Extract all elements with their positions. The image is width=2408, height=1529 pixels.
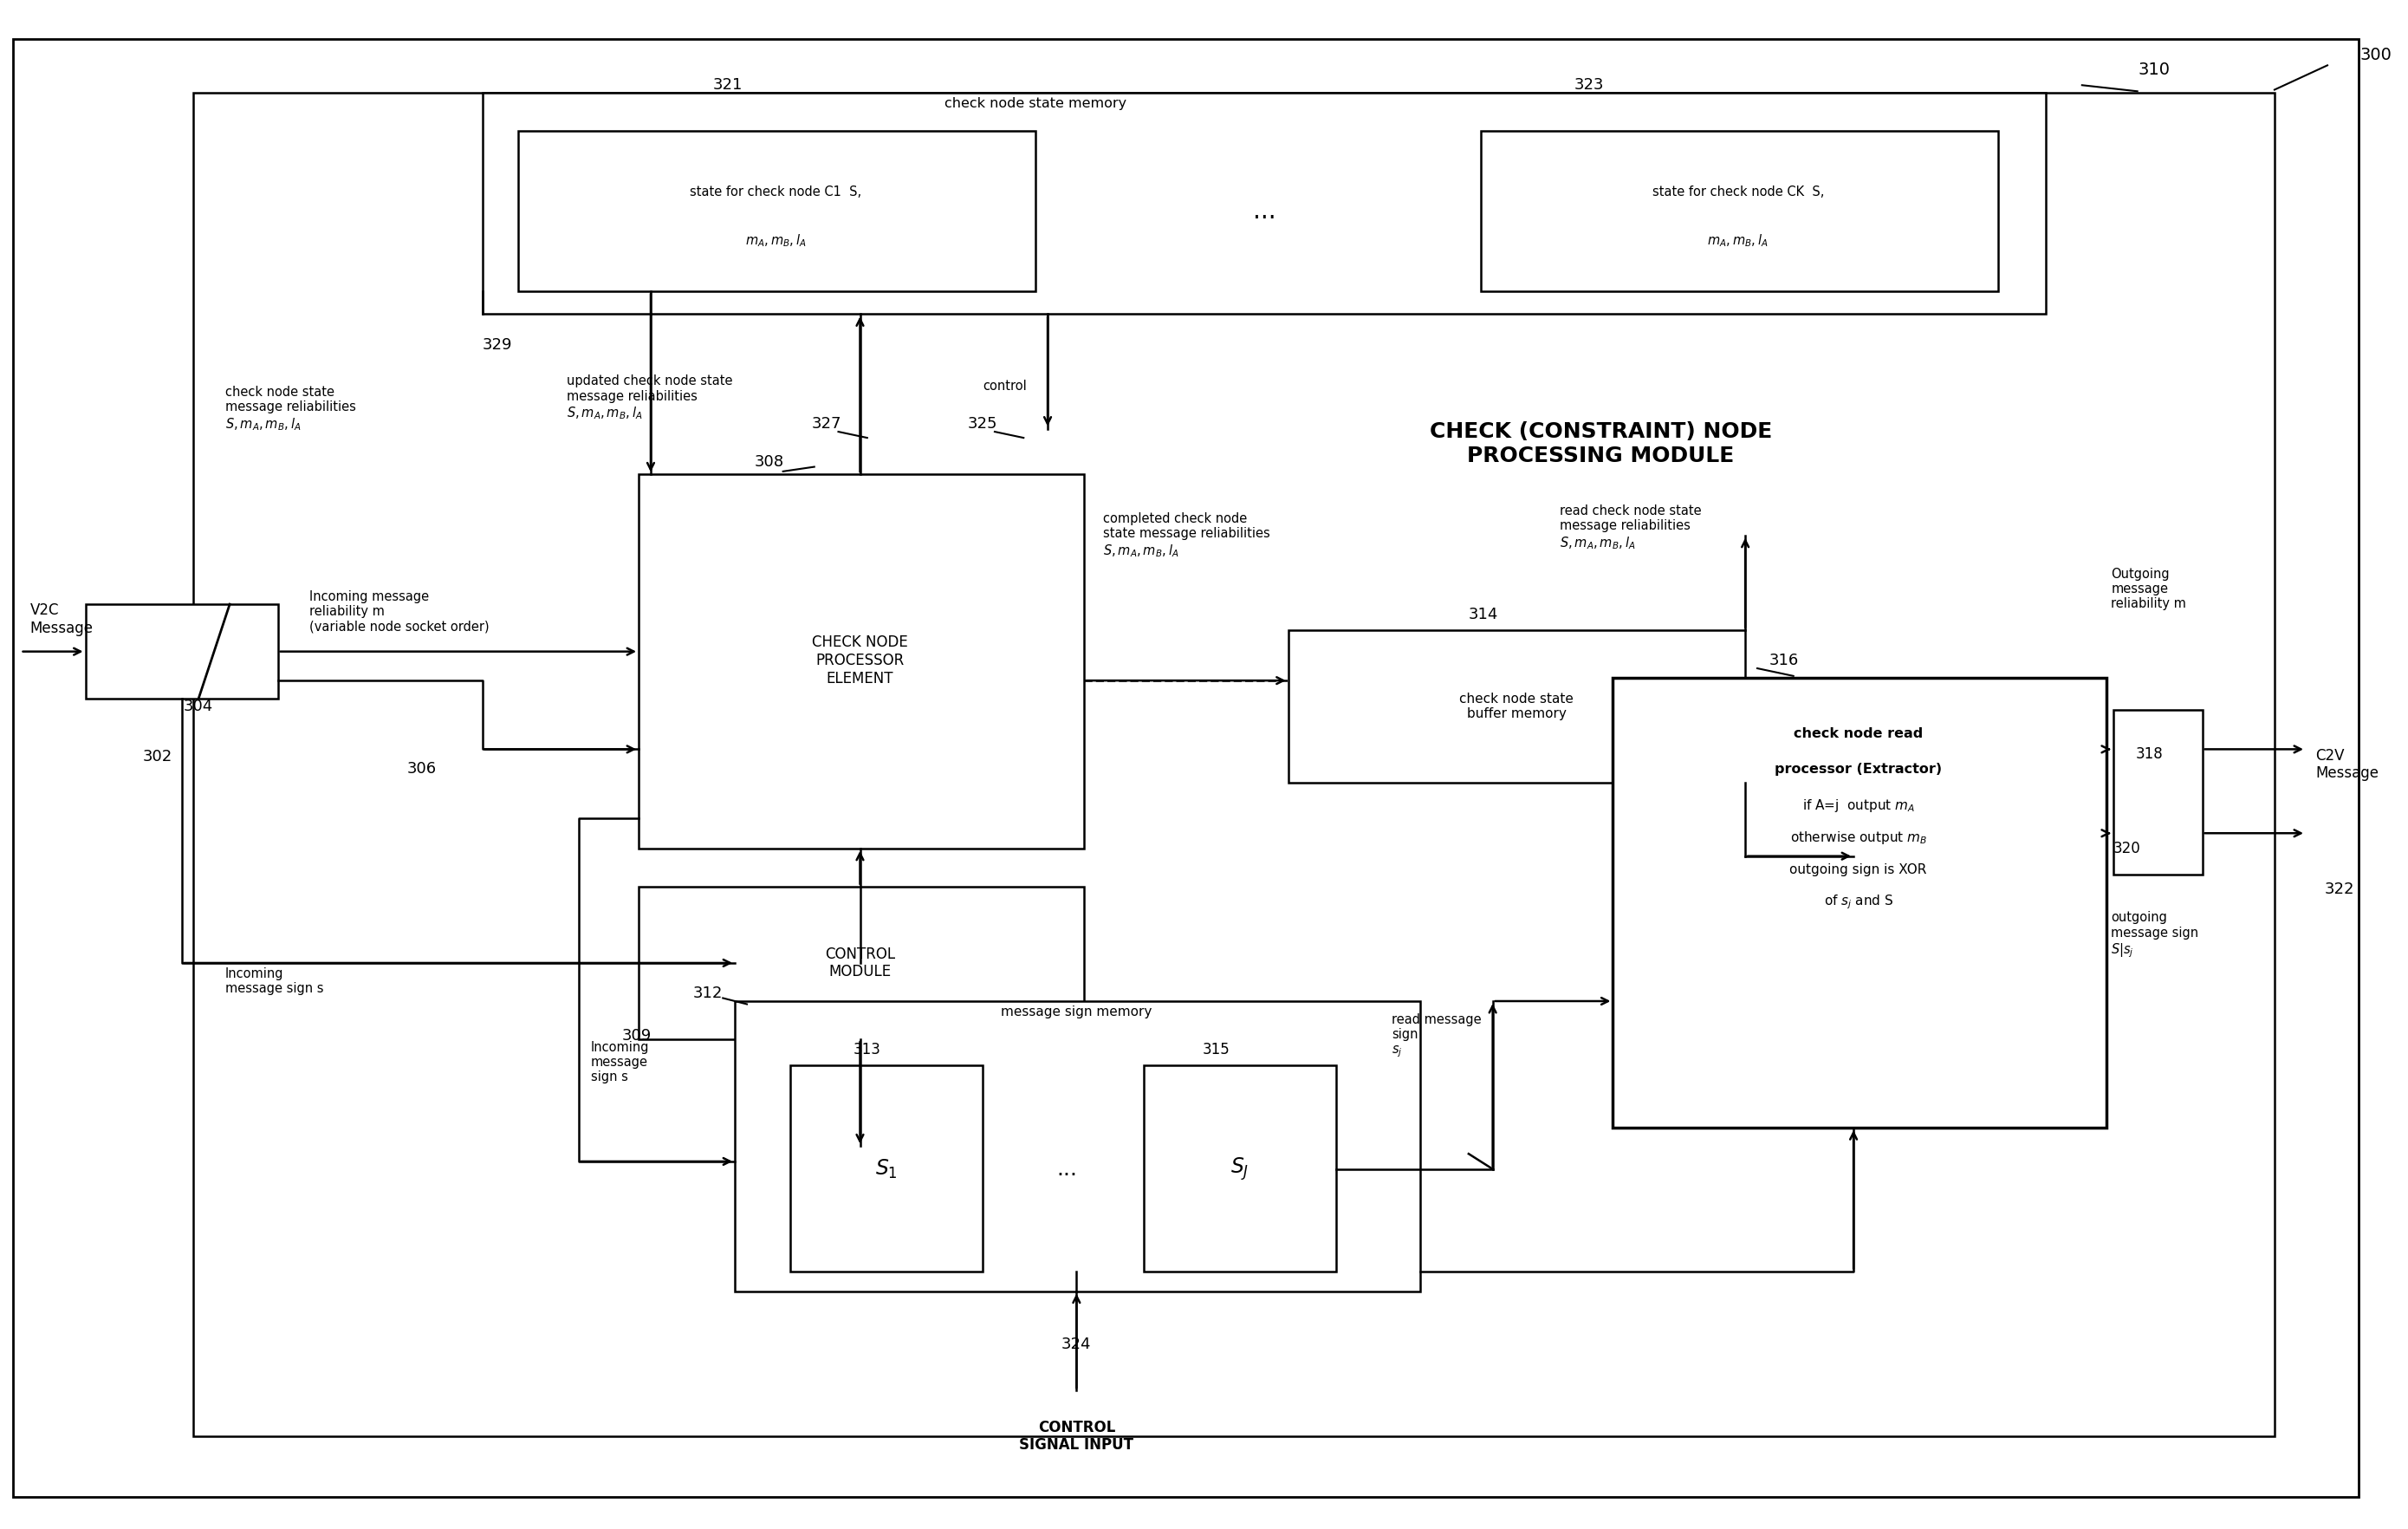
Bar — [638, 887, 1084, 1040]
Text: read message
sign
$s_j$: read message sign $s_j$ — [1392, 1014, 1481, 1060]
Text: Incoming message
reliability m
(variable node socket order): Incoming message reliability m (variable… — [308, 590, 489, 633]
Bar — [482, 93, 2047, 313]
Text: 323: 323 — [1575, 78, 1604, 93]
Bar — [734, 1001, 1421, 1290]
Text: control: control — [982, 379, 1026, 393]
Text: $S_1$: $S_1$ — [874, 1157, 898, 1180]
Bar — [790, 1066, 982, 1271]
Text: 314: 314 — [1469, 607, 1498, 622]
Text: 321: 321 — [713, 78, 742, 93]
Text: 316: 316 — [1770, 653, 1799, 668]
Text: CHECK (CONSTRAINT) NODE
PROCESSING MODULE: CHECK (CONSTRAINT) NODE PROCESSING MODUL… — [1430, 422, 1772, 466]
Bar — [84, 604, 277, 699]
Text: state for check node C1  S,: state for check node C1 S, — [691, 185, 862, 199]
Text: 312: 312 — [694, 986, 722, 1001]
Text: Incoming
message sign s: Incoming message sign s — [224, 968, 323, 995]
Bar — [2114, 709, 2203, 875]
Text: 320: 320 — [2114, 841, 2141, 856]
Text: 300: 300 — [2360, 46, 2391, 63]
Text: 310: 310 — [2138, 61, 2170, 78]
Text: 313: 313 — [852, 1043, 881, 1058]
Bar — [1288, 630, 1746, 783]
Bar — [518, 131, 1035, 291]
Text: if A=j  output $m_A$: if A=j output $m_A$ — [1801, 798, 1914, 813]
Text: C2V
Message: C2V Message — [2316, 748, 2379, 781]
Text: read check node state
message reliabilities
$S,m_A,m_B,l_A$: read check node state message reliabilit… — [1560, 505, 1702, 552]
Text: $S_J$: $S_J$ — [1230, 1156, 1250, 1182]
Text: 304: 304 — [183, 699, 214, 714]
Bar — [638, 474, 1084, 849]
Text: check node state
message reliabilities
$S,m_A,m_B,l_A$: check node state message reliabilities $… — [224, 385, 356, 433]
Bar — [193, 93, 2276, 1436]
Text: 302: 302 — [142, 749, 173, 764]
Text: message sign memory: message sign memory — [1002, 1005, 1151, 1018]
Text: check node state
buffer memory: check node state buffer memory — [1459, 693, 1575, 720]
Text: 306: 306 — [407, 761, 436, 777]
Text: 318: 318 — [2136, 746, 2162, 761]
Text: CONTROL
SIGNAL INPUT: CONTROL SIGNAL INPUT — [1019, 1419, 1134, 1453]
Text: CHECK NODE
PROCESSOR
ELEMENT: CHECK NODE PROCESSOR ELEMENT — [811, 635, 908, 687]
Text: otherwise output $m_B$: otherwise output $m_B$ — [1789, 830, 1926, 846]
Text: outgoing
message sign
$S | s_j$: outgoing message sign $S | s_j$ — [2112, 911, 2199, 960]
Text: state for check node CK  S,: state for check node CK S, — [1652, 185, 1823, 199]
Text: Outgoing
message
reliability m: Outgoing message reliability m — [2112, 567, 2186, 610]
Text: 322: 322 — [2324, 882, 2355, 898]
Text: check node state memory: check node state memory — [944, 96, 1127, 110]
Text: CONTROL
MODULE: CONTROL MODULE — [826, 946, 896, 980]
Text: of $s_j$ and S: of $s_j$ and S — [1823, 893, 1893, 911]
Text: Incoming
message
sign s: Incoming message sign s — [590, 1041, 650, 1084]
Text: $m_A,m_B,l_A$: $m_A,m_B,l_A$ — [1707, 232, 1770, 249]
Text: ...: ... — [1057, 1159, 1076, 1179]
Text: 324: 324 — [1062, 1336, 1091, 1353]
Bar — [1613, 677, 2107, 1128]
Text: 329: 329 — [482, 336, 513, 353]
Bar — [1481, 131, 1999, 291]
Text: V2C
Message: V2C Message — [29, 602, 94, 636]
Text: check node read: check node read — [1794, 728, 1924, 740]
Text: 315: 315 — [1202, 1043, 1230, 1058]
Text: 327: 327 — [811, 416, 840, 431]
Text: 325: 325 — [968, 416, 997, 431]
Text: 309: 309 — [621, 1029, 653, 1044]
Text: completed check node
state message reliabilities
$S,m_A,m_B,l_A$: completed check node state message relia… — [1103, 512, 1269, 560]
Text: updated check node state
message reliabilities
$S,m_A,m_B,l_A$: updated check node state message reliabi… — [566, 375, 732, 422]
Text: $m_A,m_B,l_A$: $m_A,m_B,l_A$ — [744, 232, 807, 249]
Bar — [1144, 1066, 1336, 1271]
Text: 308: 308 — [754, 454, 783, 469]
Text: ...: ... — [1252, 200, 1276, 225]
Text: processor (Extractor): processor (Extractor) — [1775, 763, 1941, 775]
Text: outgoing sign is XOR: outgoing sign is XOR — [1789, 864, 1926, 876]
